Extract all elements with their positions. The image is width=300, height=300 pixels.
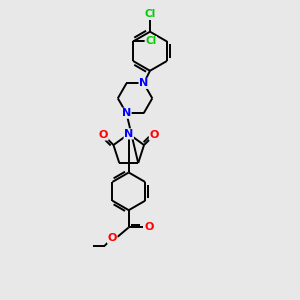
Text: N: N bbox=[122, 108, 131, 118]
Text: Cl: Cl bbox=[145, 37, 156, 46]
Text: Cl: Cl bbox=[144, 10, 156, 20]
Text: N: N bbox=[139, 78, 148, 88]
Text: O: O bbox=[107, 233, 117, 243]
Text: O: O bbox=[99, 130, 108, 140]
Text: O: O bbox=[149, 130, 159, 140]
Text: O: O bbox=[144, 222, 154, 233]
Text: N: N bbox=[124, 129, 134, 139]
